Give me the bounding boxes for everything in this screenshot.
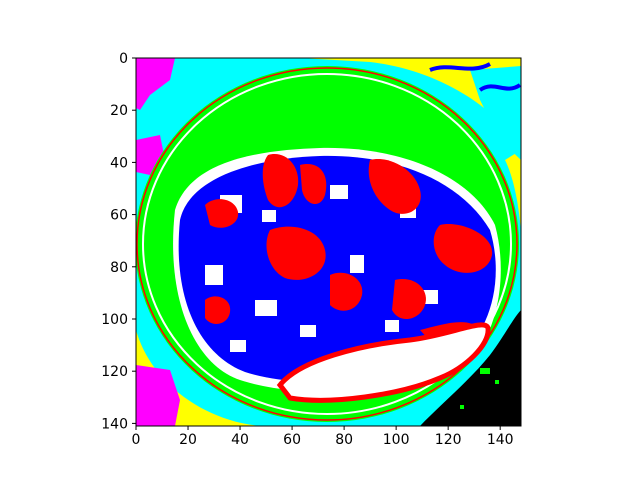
- region-magenta-bottom-left: [136, 365, 180, 426]
- region-blue-top-right: [429, 62, 521, 92]
- x-tick-label: 100: [383, 432, 410, 448]
- ring-edge-outer: [136, 67, 518, 421]
- region-blue-interior: [178, 155, 496, 383]
- region-black-lower-right: [420, 310, 521, 426]
- x-tick-label: 140: [487, 432, 514, 448]
- y-tick-label: 0: [119, 51, 128, 67]
- black-region-speckles: [460, 368, 499, 409]
- plot-frame: [135, 57, 522, 427]
- x-tick-label: 0: [132, 432, 141, 448]
- x-tick-label: 40: [231, 432, 249, 448]
- region-yellow-top: [300, 58, 521, 150]
- y-axis: 0 20 40 60 80 100 120 140: [101, 51, 136, 432]
- x-axis: 0 20 40 60 80 100 120 140: [132, 426, 514, 448]
- y-tick-label: 60: [110, 208, 128, 224]
- y-tick-label: 20: [110, 103, 128, 119]
- region-white-bottom-blob: [276, 322, 491, 403]
- x-tick-label: 20: [179, 432, 197, 448]
- x-tick-label: 80: [335, 432, 353, 448]
- y-tick-label: 120: [101, 364, 128, 380]
- y-tick-label: 140: [101, 416, 128, 432]
- ring-edge-inner: [142, 73, 512, 415]
- region-magenta-top-left: [136, 58, 175, 110]
- y-tick-label: 40: [110, 155, 128, 171]
- x-tick-label: 120: [435, 432, 462, 448]
- x-tick-label: 60: [283, 432, 301, 448]
- y-tick-label: 80: [110, 260, 128, 276]
- heatmap-image: [136, 58, 521, 426]
- y-tick-label: 100: [101, 312, 128, 328]
- interior-white-speckles: [205, 185, 460, 352]
- region-yellow-right: [505, 150, 521, 300]
